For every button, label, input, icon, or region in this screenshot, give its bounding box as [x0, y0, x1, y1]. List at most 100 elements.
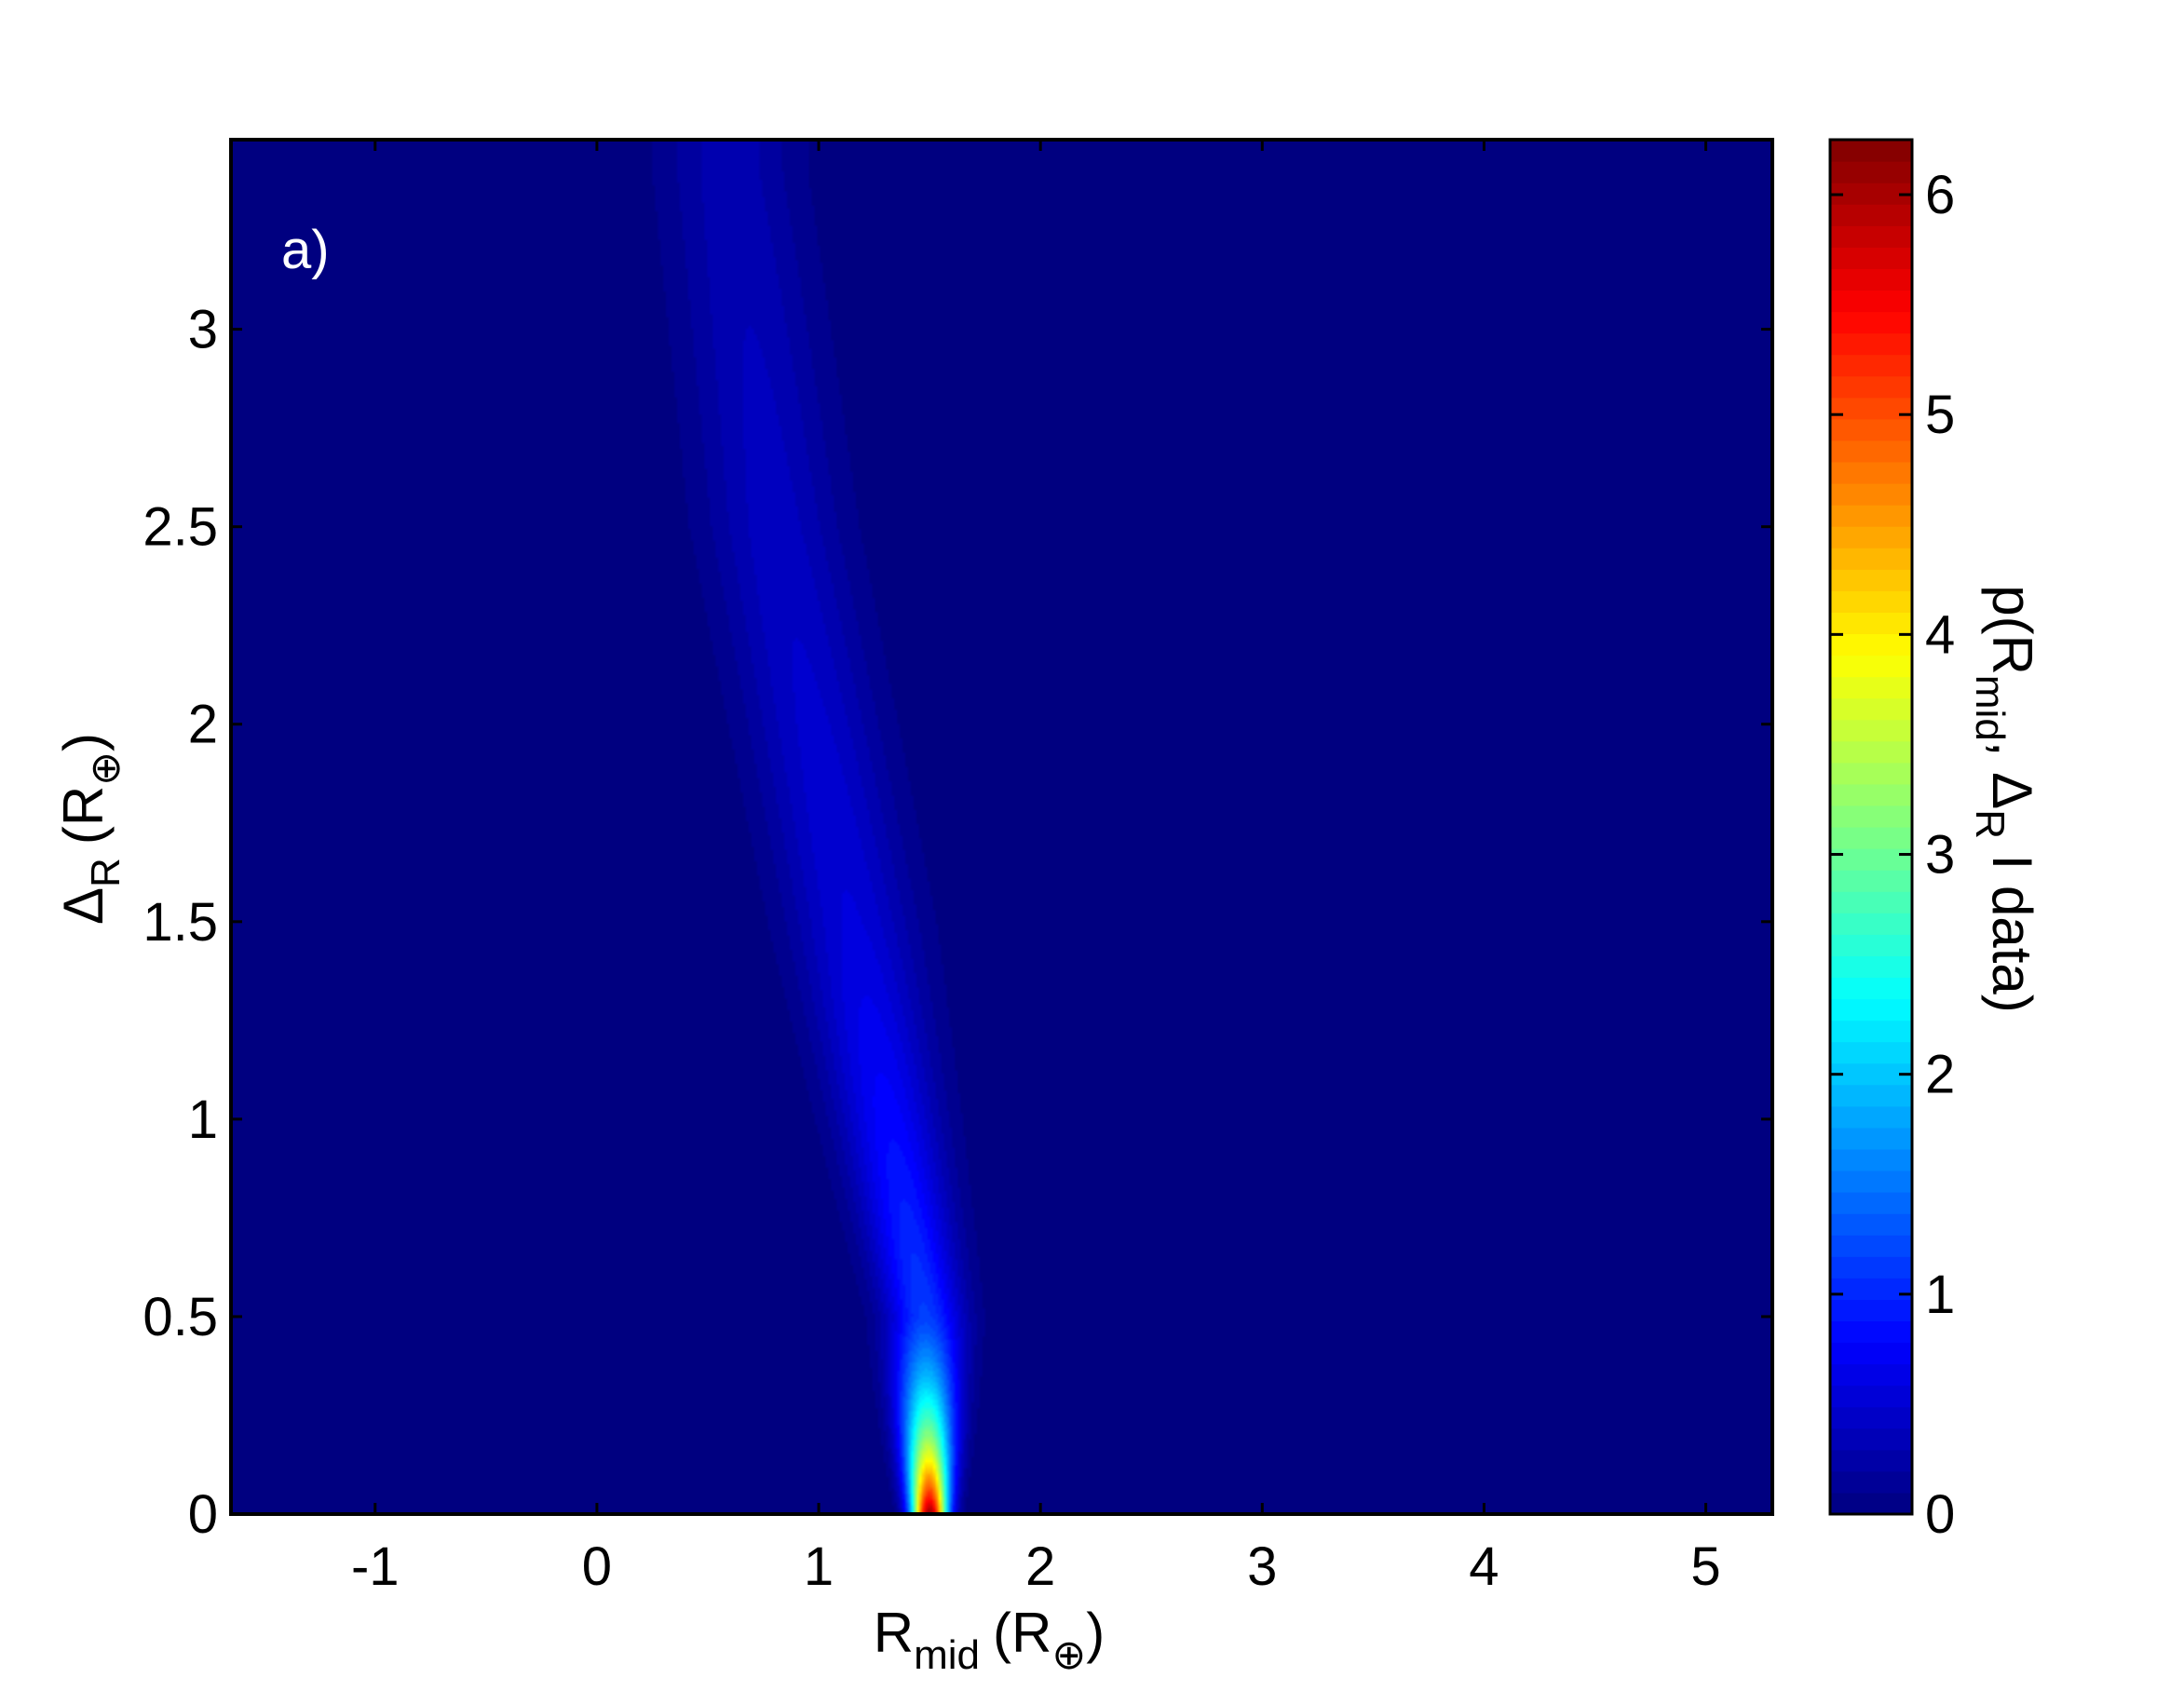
colorbar-band — [1830, 161, 1912, 183]
colorbar-band — [1830, 397, 1912, 420]
x-axis-label-sub: mid — [914, 1632, 980, 1678]
colorbar-band — [1830, 1299, 1912, 1322]
colorbar-frame — [1828, 138, 1914, 1516]
colorbar-label-sub1: mid — [1967, 675, 2013, 741]
colorbar-band — [1830, 268, 1912, 291]
colorbar-band — [1830, 140, 1912, 162]
colorbar-band — [1830, 1342, 1912, 1365]
colorbar-band — [1830, 311, 1912, 334]
colorbar-band — [1830, 977, 1912, 1000]
colorbar-band — [1830, 676, 1912, 699]
x-axis-label: Rmid (R⊕) — [874, 1602, 1105, 1678]
colorbar-band — [1830, 934, 1912, 956]
colorbar-tick-label: 1 — [1925, 1265, 1955, 1325]
colorbar-tick-label: 4 — [1925, 604, 1955, 665]
colorbar-band — [1830, 418, 1912, 441]
x-tick-label: 4 — [1469, 1536, 1499, 1597]
colorbar-band — [1830, 1192, 1912, 1214]
colorbar-band — [1830, 526, 1912, 548]
colorbar-band — [1830, 762, 1912, 785]
colorbar-band — [1830, 204, 1912, 226]
y-axis-label-main: Δ — [52, 887, 115, 925]
colorbar-band — [1830, 1449, 1912, 1472]
colorbar-band — [1830, 827, 1912, 849]
y-tick-label: 1 — [188, 1089, 218, 1150]
colorbar-band — [1830, 848, 1912, 871]
y-tick-label: 2.5 — [142, 497, 218, 558]
colorbar-band — [1830, 998, 1912, 1021]
y-axis-label: ΔR (R⊕) — [52, 733, 129, 925]
colorbar-label-part2: , Δ — [1981, 741, 2043, 809]
x-axis-label-unit-sub: ⊕ — [1051, 1632, 1086, 1678]
colorbar-band — [1830, 719, 1912, 742]
colorbar-label-part1: p(R — [1981, 585, 2043, 675]
colorbar-band — [1830, 461, 1912, 484]
y-axis-label-sub: R — [83, 858, 129, 887]
colorbar-band — [1830, 505, 1912, 527]
colorbar-band — [1830, 183, 1912, 205]
x-tick-label: 3 — [1247, 1536, 1277, 1597]
y-tick-label: 0.5 — [142, 1287, 218, 1347]
colorbar-band — [1830, 1041, 1912, 1064]
colorbar-band — [1830, 1385, 1912, 1408]
colorbar-band — [1830, 548, 1912, 570]
x-axis-label-unit-close: ) — [1086, 1602, 1105, 1664]
colorbar-ticks: 0 1 2 3 4 5 6 — [1830, 165, 1955, 1545]
colorbar-band — [1830, 805, 1912, 828]
colorbar-band — [1830, 1020, 1912, 1043]
colorbar-band — [1830, 913, 1912, 935]
x-tick-label: 5 — [1690, 1536, 1720, 1597]
y-tick-label: 3 — [188, 300, 218, 360]
y-tick-label: 0 — [188, 1484, 218, 1545]
colorbar-label-part3: I data) — [1981, 839, 2043, 1013]
colorbar-band — [1830, 1148, 1912, 1171]
y-tick-label: 1.5 — [142, 892, 218, 953]
panel-label: a) — [281, 220, 330, 280]
x-axis-ticks: -1 0 1 2 3 4 5 — [351, 140, 1721, 1597]
plot-frame — [229, 138, 1774, 1516]
colorbar-label-sub2: R — [1967, 809, 2013, 839]
heatmap-panel: -1 0 1 2 3 4 5 0 0.5 1 1.5 2 2.5 3 a) — [142, 138, 1774, 1597]
colorbar-band — [1830, 1084, 1912, 1107]
colorbar-band — [1830, 290, 1912, 313]
colorbar-tick-label: 3 — [1925, 825, 1955, 886]
colorbar-band — [1830, 569, 1912, 591]
x-axis-label-unit-open: (R — [993, 1602, 1051, 1664]
colorbar-tick-label: 2 — [1925, 1045, 1955, 1105]
colorbar-tick-label: 5 — [1925, 385, 1955, 445]
colorbar: 0 1 2 3 4 5 6 — [1828, 138, 1955, 1545]
colorbar-tick-label: 6 — [1925, 165, 1955, 225]
x-tick-label: 2 — [1025, 1536, 1055, 1597]
colorbar-band — [1830, 740, 1912, 764]
heatmap-density-image — [231, 140, 1772, 1514]
colorbar-band — [1830, 483, 1912, 506]
colorbar-band — [1830, 870, 1912, 892]
colorbar-band — [1830, 655, 1912, 678]
colorbar-band — [1830, 783, 1912, 806]
y-axis-label-unit-close: ) — [52, 733, 115, 751]
x-axis-label-main: R — [874, 1602, 914, 1664]
x-tick-label: 1 — [804, 1536, 834, 1597]
colorbar-band — [1830, 1320, 1912, 1344]
colorbar-band — [1830, 633, 1912, 656]
colorbar-band — [1830, 1492, 1912, 1515]
y-axis-label-unit-open: (R — [52, 786, 115, 845]
y-axis-label-unit-sub: ⊕ — [83, 751, 129, 786]
colorbar-band — [1830, 225, 1912, 248]
colorbar-band — [1830, 1127, 1912, 1150]
colorbar-band — [1830, 1278, 1912, 1300]
y-tick-label: 2 — [188, 695, 218, 755]
colorbar-band — [1830, 955, 1912, 979]
colorbar-band — [1830, 247, 1912, 269]
colorbar-band — [1830, 1427, 1912, 1451]
colorbar-band — [1830, 375, 1912, 399]
colorbar-band — [1830, 697, 1912, 721]
colorbar-band — [1830, 1363, 1912, 1387]
colorbar-band — [1830, 1256, 1912, 1278]
x-tick-label: -1 — [351, 1536, 400, 1597]
colorbar-band — [1830, 1235, 1912, 1257]
colorbar-band — [1830, 440, 1912, 463]
x-tick-label: 0 — [582, 1536, 612, 1597]
colorbar-band — [1830, 1170, 1912, 1193]
